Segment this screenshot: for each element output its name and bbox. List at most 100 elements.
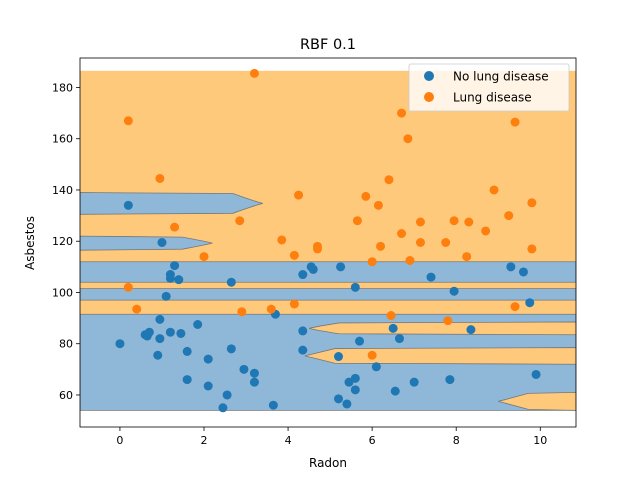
point-no-lung-disease (115, 339, 125, 349)
point-lung-disease (155, 173, 165, 183)
region-no-lung-disease (80, 235, 213, 251)
point-no-lung-disease (388, 323, 398, 333)
legend-box (408, 63, 570, 112)
point-lung-disease (277, 235, 287, 245)
point-no-lung-disease (155, 334, 165, 344)
point-lung-disease (462, 252, 472, 262)
point-lung-disease (489, 185, 499, 195)
region-lung-disease-inlay (498, 392, 576, 411)
point-lung-disease (386, 311, 396, 321)
point-no-lung-disease (165, 327, 175, 337)
point-no-lung-disease (298, 270, 308, 280)
point-no-lung-disease (226, 344, 236, 354)
point-lung-disease (361, 191, 371, 201)
point-no-lung-disease (161, 291, 171, 301)
point-no-lung-disease (466, 325, 476, 335)
y-tick-label: 160 (52, 133, 73, 146)
point-lung-disease (237, 307, 247, 317)
plot-frame (79, 57, 577, 428)
point-no-lung-disease (350, 385, 360, 395)
point-lung-disease (376, 241, 386, 251)
y-tick-label: 80 (59, 338, 73, 351)
point-lung-disease (510, 117, 520, 127)
point-lung-disease (289, 250, 299, 260)
point-no-lung-disease (531, 369, 541, 379)
point-lung-disease (510, 302, 520, 312)
point-lung-disease (249, 68, 259, 78)
y-axis-ticks: 60 80 100 120 140 160 180 (52, 81, 80, 402)
y-tick-label: 60 (59, 389, 73, 402)
point-no-lung-disease (239, 364, 249, 374)
point-no-lung-disease (308, 264, 318, 274)
point-lung-disease (405, 255, 415, 265)
x-tick-label: 8 (453, 434, 460, 447)
point-lung-disease (464, 217, 474, 227)
point-no-lung-disease (249, 377, 259, 387)
point-no-lung-disease (157, 238, 167, 247)
point-no-lung-disease (153, 350, 163, 360)
legend: No lung disease Lung disease (408, 63, 570, 112)
x-tick-label: 2 (201, 434, 208, 447)
point-no-lung-disease (525, 298, 535, 308)
point-lung-disease (397, 229, 407, 239)
point-no-lung-disease (203, 381, 213, 391)
y-tick-label: 120 (52, 235, 73, 248)
point-no-lung-disease (218, 403, 228, 413)
point-no-lung-disease (123, 200, 133, 210)
point-lung-disease (373, 200, 383, 210)
point-lung-disease (367, 350, 377, 360)
legend-label-lung-disease: Lung disease (453, 91, 532, 105)
point-no-lung-disease (350, 373, 360, 383)
y-tick-label: 180 (52, 81, 73, 94)
point-no-lung-disease (174, 275, 184, 285)
point-lung-disease (170, 222, 180, 232)
point-lung-disease (397, 108, 407, 118)
point-lung-disease (294, 190, 304, 200)
point-lung-disease (235, 216, 245, 226)
point-no-lung-disease (170, 261, 180, 271)
point-no-lung-disease (249, 368, 259, 378)
point-no-lung-disease (409, 377, 419, 387)
point-lung-disease (123, 116, 133, 126)
point-no-lung-disease (182, 346, 192, 356)
point-no-lung-disease (390, 386, 400, 396)
region-no-lung-disease (80, 261, 576, 283)
point-lung-disease (527, 198, 537, 208)
x-tick-label: 10 (533, 434, 547, 447)
point-no-lung-disease (426, 272, 436, 282)
point-no-lung-disease (176, 328, 186, 338)
point-no-lung-disease (350, 282, 360, 292)
point-no-lung-disease (203, 354, 213, 364)
point-lung-disease (384, 175, 394, 185)
point-no-lung-disease (355, 336, 365, 346)
x-tick-label: 0 (116, 434, 123, 447)
point-no-lung-disease (193, 320, 203, 329)
point-no-lung-disease (222, 390, 232, 400)
point-lung-disease (403, 134, 413, 144)
point-lung-disease (123, 282, 133, 292)
point-lung-disease (367, 257, 377, 267)
data-points (115, 68, 541, 413)
point-no-lung-disease (449, 286, 459, 296)
region-no-lung-disease (80, 288, 576, 301)
point-no-lung-disease (182, 375, 192, 385)
point-no-lung-disease (226, 277, 236, 287)
point-no-lung-disease (506, 262, 516, 272)
point-lung-disease (481, 226, 491, 236)
chart-title: RBF 0.1 (300, 37, 356, 53)
point-lung-disease (132, 304, 142, 314)
point-lung-disease (504, 211, 514, 221)
point-lung-disease (449, 216, 459, 226)
region-lung-disease-inlay (304, 347, 576, 365)
x-tick-label: 6 (369, 434, 376, 447)
point-no-lung-disease (445, 375, 455, 385)
x-tick-label: 4 (285, 434, 292, 447)
point-lung-disease (312, 244, 322, 254)
point-no-lung-disease (155, 314, 165, 324)
point-no-lung-disease (165, 273, 175, 283)
decision-region (80, 70, 576, 411)
y-tick-label: 100 (52, 286, 73, 299)
point-lung-disease (352, 216, 362, 226)
x-axis-label: Radon (309, 456, 347, 470)
